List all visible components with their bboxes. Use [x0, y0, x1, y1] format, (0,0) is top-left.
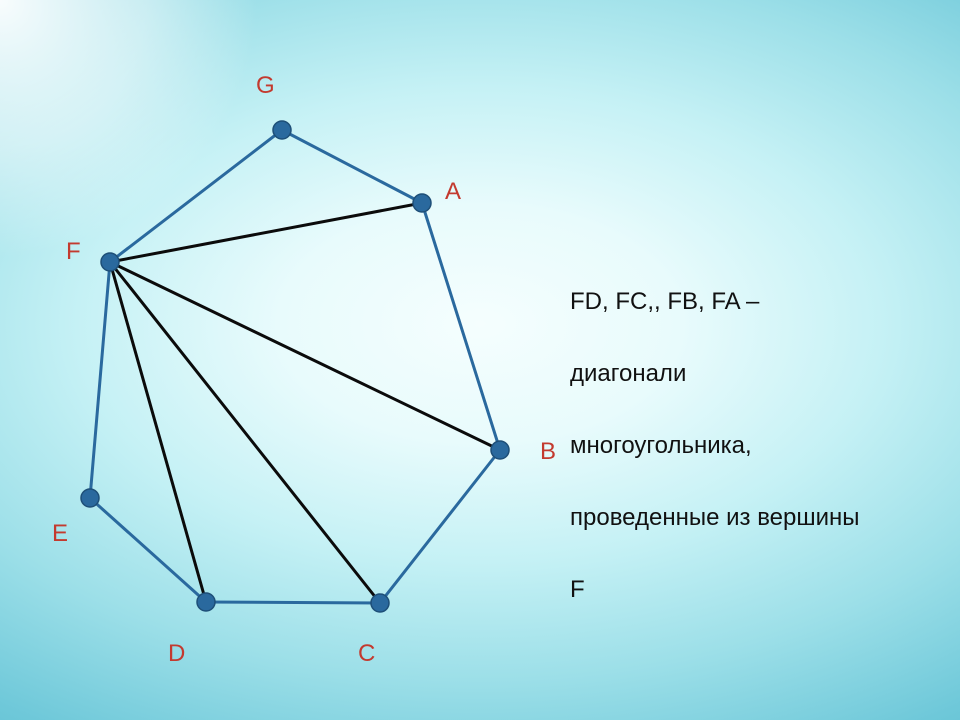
label-C: C	[358, 640, 375, 668]
vertex-A	[413, 194, 431, 212]
vertex-C	[371, 594, 389, 612]
vertex-D	[197, 593, 215, 611]
label-G: G	[256, 72, 275, 100]
label-B: B	[540, 438, 556, 466]
label-D: D	[168, 640, 185, 668]
slide-background: G A F B E D C FD, FC,, FB, FA – диагонал…	[0, 0, 960, 720]
explain-line1: FD, FC,, FB, FA –	[570, 288, 759, 315]
explain-line2: диагонали	[570, 360, 686, 387]
vertex-F	[101, 253, 119, 271]
vertex-G	[273, 121, 291, 139]
explain-line4: проведенные из вершины	[570, 504, 860, 531]
vertex-B	[491, 441, 509, 459]
vertex-E	[81, 489, 99, 507]
explain-line5: F	[570, 576, 585, 603]
label-A: A	[445, 178, 461, 206]
polygon-edges	[90, 130, 500, 603]
explain-line3: многоугольника,	[570, 432, 752, 459]
label-E: E	[52, 520, 68, 548]
explanation-text: FD, FC,, FB, FA – диагонали многоугольни…	[570, 248, 860, 608]
label-F: F	[66, 238, 81, 266]
